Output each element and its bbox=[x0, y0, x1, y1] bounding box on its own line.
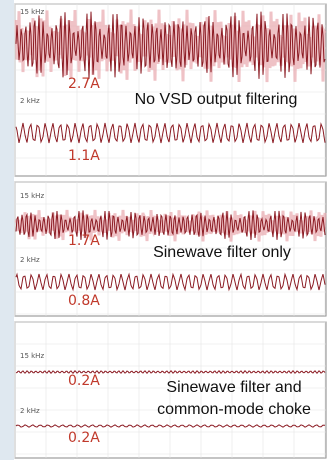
caption: common-mode choke bbox=[157, 401, 311, 418]
frequency-label: 2 kHz bbox=[20, 407, 40, 415]
current-label: 2.7A bbox=[68, 76, 100, 92]
panel: 15 kHz 2 kHz 0.2A 0.2A Sinewave filter and co… bbox=[15, 322, 326, 458]
frequency-label: 15 kHz bbox=[20, 352, 44, 360]
frequency-label: 15 kHz bbox=[20, 192, 44, 200]
caption: Sinewave filter only bbox=[153, 244, 291, 261]
figure: 15 kHz 2 kHz 2.7A 1.1A No VSD output filteri… bbox=[0, 0, 327, 460]
current-label: 0.2A bbox=[68, 430, 100, 446]
frequency-label: 15 kHz bbox=[20, 8, 44, 16]
caption: Sinewave filter and bbox=[166, 379, 301, 396]
current-label: 1.7A bbox=[68, 233, 100, 249]
frequency-label: 2 kHz bbox=[20, 97, 40, 105]
frequency-label: 2 kHz bbox=[20, 256, 40, 264]
current-label: 1.1A bbox=[68, 148, 100, 164]
current-label: 0.2A bbox=[68, 373, 100, 389]
caption: No VSD output filtering bbox=[135, 91, 298, 108]
current-label: 0.8A bbox=[68, 293, 100, 309]
panels: 15 kHz 2 kHz 2.7A 1.1A No VSD output filteri… bbox=[15, 4, 326, 458]
left-strip bbox=[0, 0, 14, 460]
panel: 15 kHz 2 kHz 1.7A 0.8A Sinewave filter only bbox=[15, 182, 326, 316]
panel: 15 kHz 2 kHz 2.7A 1.1A No VSD output filteri… bbox=[15, 4, 326, 176]
